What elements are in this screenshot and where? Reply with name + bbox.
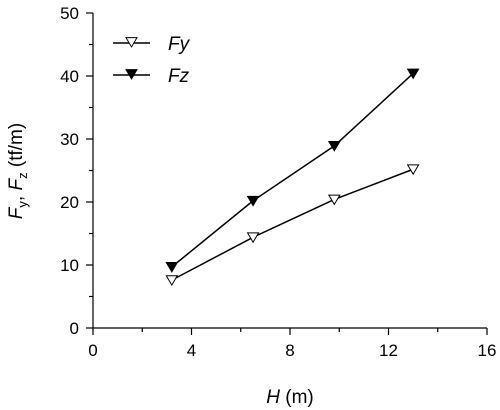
y-axis-title: Fy, Fz (tf/m) [6,123,30,219]
legend-label-fy: Fy [168,34,191,55]
x-tick-label: 0 [88,341,97,360]
legend-marker-fz [125,69,138,80]
data-point-fy [246,232,260,244]
axes [92,13,487,329]
data-point-fz [246,195,260,207]
y-tick-label: 40 [60,67,79,86]
ticks: 0 4 8 12 16 0 10 20 30 40 50 [60,4,496,360]
y-tick-label: 20 [60,193,79,212]
x-tick-label: 12 [379,341,398,360]
series-line-fz [171,72,414,268]
x-tick-label: 8 [285,341,294,360]
legend-label-fz: Fz [168,66,190,87]
plot-area [165,68,420,287]
series-line-fy [171,168,414,281]
data-point-fy [327,194,341,206]
legend: Fy Fz [113,34,191,87]
data-point-fy [165,275,179,287]
y-tick-label: 50 [60,4,79,23]
data-point-fz [165,261,179,273]
y-tick-label: 30 [60,130,79,149]
legend-marker-fy [125,37,138,48]
data-point-fz [406,68,420,80]
data-point-fz [327,141,341,152]
x-axis-title: H (m) [266,387,314,408]
y-tick-label: 0 [70,319,79,338]
x-tick-label: 4 [187,341,196,360]
y-tick-label: 10 [60,256,79,275]
x-tick-label: 16 [478,341,497,360]
data-point-fy [406,164,420,176]
